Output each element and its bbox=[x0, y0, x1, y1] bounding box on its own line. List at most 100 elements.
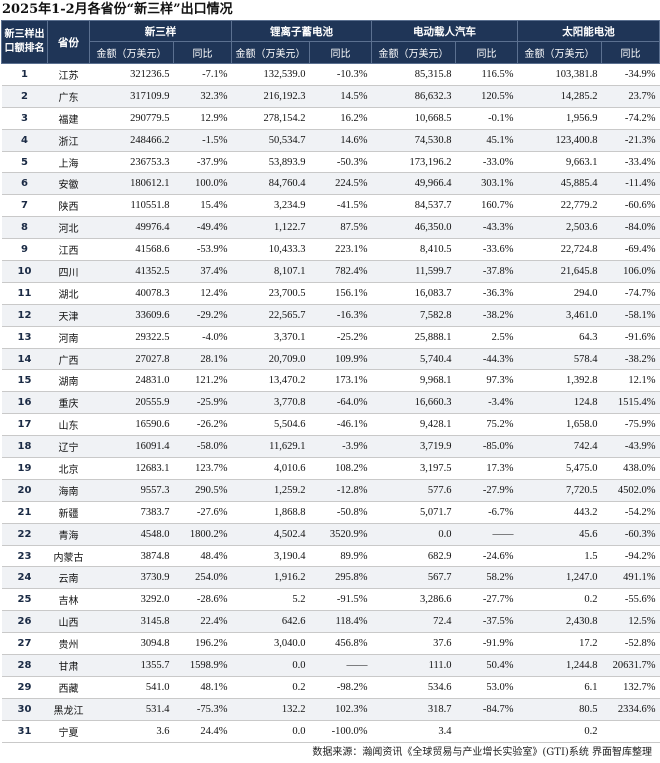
yoy-header: 同比 bbox=[601, 41, 660, 64]
new-three-amount-cell: 3145.8 bbox=[89, 610, 174, 634]
ev-amount-cell: 9,968.1 bbox=[371, 369, 456, 393]
rank-cell: 16 bbox=[1, 391, 48, 415]
rank-cell: 9 bbox=[1, 238, 48, 262]
new-three-yoy-cell: -29.2% bbox=[173, 304, 232, 327]
solar-amount-cell: 1,658.0 bbox=[517, 413, 602, 437]
lithium-yoy-cell: 782.4% bbox=[309, 260, 372, 283]
province-cell: 河南 bbox=[47, 326, 90, 349]
table-row: 19 北京 12683.1 123.7% 4,010.6 108.2% 3,197.5 17.… bbox=[1, 457, 660, 480]
amount-header: 金额（万美元） bbox=[371, 41, 456, 64]
lithium-amount-cell: 278,154.2 bbox=[231, 107, 310, 130]
solar-yoy-cell: -94.2% bbox=[601, 545, 660, 568]
solar-amount-cell: 22,724.8 bbox=[517, 238, 602, 262]
new-three-amount-cell: 321236.5 bbox=[89, 63, 174, 86]
lithium-amount-cell: 20,709.0 bbox=[231, 348, 310, 371]
rank-cell: 18 bbox=[1, 435, 48, 459]
province-cell: 四川 bbox=[47, 260, 90, 283]
rank-cell: 15 bbox=[1, 369, 48, 393]
new-three-amount-cell: 9557.3 bbox=[89, 479, 174, 502]
rank-cell: 6 bbox=[1, 172, 48, 196]
solar-yoy-cell: -21.3% bbox=[601, 129, 660, 152]
ev-amount-cell: 85,315.8 bbox=[371, 63, 456, 86]
new-three-yoy-cell: 28.1% bbox=[173, 348, 232, 371]
province-cell: 浙江 bbox=[47, 129, 90, 152]
province-cell: 河北 bbox=[47, 216, 90, 240]
new-three-amount-cell: 180612.1 bbox=[89, 172, 174, 196]
lithium-amount-cell: 5,504.6 bbox=[231, 413, 310, 437]
new-three-yoy-cell: 24.4% bbox=[173, 720, 232, 743]
lithium-yoy-cell: -50.8% bbox=[309, 501, 372, 524]
solar-yoy-cell: 20631.7% bbox=[601, 654, 660, 677]
province-cell: 福建 bbox=[47, 107, 90, 130]
ev-yoy-cell: -36.3% bbox=[455, 282, 518, 305]
lithium-yoy-cell: -50.3% bbox=[309, 151, 372, 174]
lithium-yoy-cell: -46.1% bbox=[309, 413, 372, 437]
ev-amount-cell: 5,740.4 bbox=[371, 348, 456, 371]
ev-amount-cell: 534.6 bbox=[371, 676, 456, 699]
table-row: 10 四川 41352.5 37.4% 8,107.1 782.4% 11,599.7 -37… bbox=[1, 260, 660, 283]
lithium-yoy-cell: -41.5% bbox=[309, 194, 372, 218]
ev-yoy-cell: 120.5% bbox=[455, 85, 518, 108]
rank-header: 新三样出口额排名 bbox=[1, 20, 48, 64]
solar-amount-cell: 578.4 bbox=[517, 348, 602, 371]
solar-amount-cell: 5,475.0 bbox=[517, 457, 602, 480]
lithium-amount-cell: 13,470.2 bbox=[231, 369, 310, 393]
new-three-amount-cell: 1355.7 bbox=[89, 654, 174, 677]
solar-amount-cell: 2,430.8 bbox=[517, 610, 602, 634]
province-cell: 江苏 bbox=[47, 63, 90, 86]
new-three-yoy-cell: -1.5% bbox=[173, 129, 232, 152]
lithium-yoy-cell: 223.1% bbox=[309, 238, 372, 262]
lithium-amount-cell: 0.0 bbox=[231, 654, 310, 677]
lithium-yoy-cell: 102.3% bbox=[309, 698, 372, 721]
province-cell: 内蒙古 bbox=[47, 545, 90, 568]
ev-yoy-cell: -84.7% bbox=[455, 698, 518, 721]
table-row: 29 西藏 541.0 48.1% 0.2 -98.2% 534.6 53.0% 6.1 132.… bbox=[1, 676, 660, 699]
solar-yoy-cell: 491.1% bbox=[601, 566, 660, 590]
new-three-amount-cell: 12683.1 bbox=[89, 457, 174, 480]
ev-yoy-cell: 53.0% bbox=[455, 676, 518, 699]
solar-yoy-cell: -33.4% bbox=[601, 151, 660, 174]
province-cell: 甘肃 bbox=[47, 654, 90, 677]
table-row: 4 浙江 248466.2 -1.5% 50,534.7 14.6% 74,530.8 45.… bbox=[1, 129, 660, 152]
ev-yoy-cell: 160.7% bbox=[455, 194, 518, 218]
lithium-amount-cell: 4,502.4 bbox=[231, 523, 310, 546]
ev-amount-cell: 46,350.0 bbox=[371, 216, 456, 240]
lithium-yoy-cell: 156.1% bbox=[309, 282, 372, 305]
solar-amount-cell: 9,663.1 bbox=[517, 151, 602, 174]
ev-yoy-cell: -3.4% bbox=[455, 391, 518, 415]
province-header: 省份 bbox=[47, 20, 90, 64]
table-row: 2 广东 317109.9 32.3% 216,192.3 14.5% 86,632.3 12… bbox=[1, 85, 660, 108]
lithium-amount-cell: 132,539.0 bbox=[231, 63, 310, 86]
rank-cell: 2 bbox=[1, 85, 48, 108]
ev-yoy-cell: 50.4% bbox=[455, 654, 518, 677]
lithium-amount-cell: 132.2 bbox=[231, 698, 310, 721]
province-cell: 宁夏 bbox=[47, 720, 90, 743]
ev-amount-cell: 0.0 bbox=[371, 523, 456, 546]
province-cell: 贵州 bbox=[47, 632, 90, 656]
solar-amount-cell: 17.2 bbox=[517, 632, 602, 656]
ev-yoy-cell: 45.1% bbox=[455, 129, 518, 152]
new-three-amount-cell: 531.4 bbox=[89, 698, 174, 721]
solar-yoy-cell bbox=[601, 720, 660, 743]
ev-amount-cell: 25,888.1 bbox=[371, 326, 456, 349]
lithium-yoy-cell: -16.3% bbox=[309, 304, 372, 327]
solar-yoy-cell: -60.3% bbox=[601, 523, 660, 546]
ev-amount-cell: 49,966.4 bbox=[371, 172, 456, 196]
lithium-amount-cell: 4,010.6 bbox=[231, 457, 310, 480]
solar-amount-cell: 21,645.8 bbox=[517, 260, 602, 283]
solar-yoy-cell: 106.0% bbox=[601, 260, 660, 283]
export-table: 新三样出口额排名 省份 新三样 锂离子蓄电池 电动载人汽车 太阳能电池 金额（万… bbox=[1, 20, 660, 743]
lithium-amount-cell: 3,770.8 bbox=[231, 391, 310, 415]
solar-amount-cell: 1,244.8 bbox=[517, 654, 602, 677]
rank-cell: 21 bbox=[1, 501, 48, 524]
solar-amount-cell: 294.0 bbox=[517, 282, 602, 305]
new-three-amount-cell: 29322.5 bbox=[89, 326, 174, 349]
new-three-amount-cell: 3730.9 bbox=[89, 566, 174, 590]
solar-yoy-cell: 4502.0% bbox=[601, 479, 660, 502]
new-three-yoy-cell: 290.5% bbox=[173, 479, 232, 502]
solar-yoy-cell: -75.9% bbox=[601, 413, 660, 437]
new-three-amount-cell: 40078.3 bbox=[89, 282, 174, 305]
ev-amount-cell: 16,660.3 bbox=[371, 391, 456, 415]
ev-amount-cell: 9,428.1 bbox=[371, 413, 456, 437]
lithium-yoy-cell: -100.0% bbox=[309, 720, 372, 743]
